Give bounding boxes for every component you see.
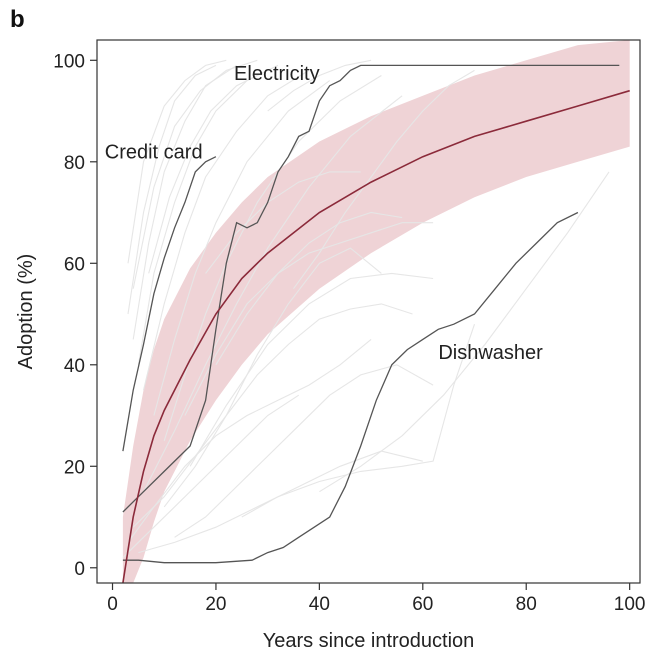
confidence-band (122, 40, 630, 583)
annotation-layer: Electricity Credit card Dishwasher (105, 63, 543, 364)
panel-label: b (10, 6, 25, 33)
background-series-line (189, 272, 434, 467)
background-series-line (132, 303, 413, 528)
annotation-credit-card: Credit card (105, 142, 203, 164)
background-series-line (122, 394, 300, 558)
x-tick-label: 40 (309, 594, 330, 615)
background-series-line (215, 211, 403, 366)
axes-layer: 0 20 40 60 80 100 0 20 40 60 80 100 (53, 51, 645, 615)
background-series-layer (122, 59, 610, 558)
background-series-line (127, 59, 227, 264)
y-tick-label: 0 (74, 559, 85, 580)
y-axis-title: Adoption (%) (15, 254, 37, 370)
background-series-line (241, 324, 476, 518)
x-tick-label: 100 (614, 594, 646, 615)
background-series-line (132, 59, 258, 289)
background-series-line (293, 69, 475, 290)
series-line-electricity (122, 64, 620, 513)
y-tick-label: 60 (64, 254, 85, 275)
y-tick-label: 20 (64, 457, 85, 478)
x-tick-label: 0 (107, 594, 118, 615)
highlighted-series-layer (122, 64, 620, 564)
y-tick-label: 80 (64, 153, 85, 174)
background-series-line (127, 338, 372, 543)
confidence-band-layer (122, 40, 630, 583)
series-line-credit-card (122, 156, 217, 452)
background-series-line (142, 69, 310, 391)
background-series-line (138, 450, 423, 554)
y-tick-label: 100 (53, 51, 85, 72)
x-tick-label: 60 (412, 594, 433, 615)
annotation-electricity: Electricity (234, 63, 320, 85)
background-series-line (174, 364, 434, 538)
background-series-line (143, 95, 403, 492)
plot-frame (96, 39, 641, 584)
background-series-line (184, 222, 434, 416)
background-series-line (267, 59, 372, 112)
y-tick-label: 40 (64, 356, 85, 377)
x-axis-title: Years since introduction (263, 630, 475, 652)
x-tick-label: 20 (205, 594, 226, 615)
fit-line-layer (122, 89, 630, 583)
background-series-line (319, 171, 610, 493)
series-line-dishwasher (122, 211, 579, 564)
background-series-line (153, 80, 331, 416)
background-series-line (163, 247, 382, 508)
background-series-line (148, 69, 268, 274)
fit-line (122, 89, 630, 583)
annotation-dishwasher: Dishwasher (438, 342, 543, 364)
x-tick-label: 80 (516, 594, 537, 615)
background-series-line (205, 171, 361, 274)
background-series-line (127, 64, 217, 315)
